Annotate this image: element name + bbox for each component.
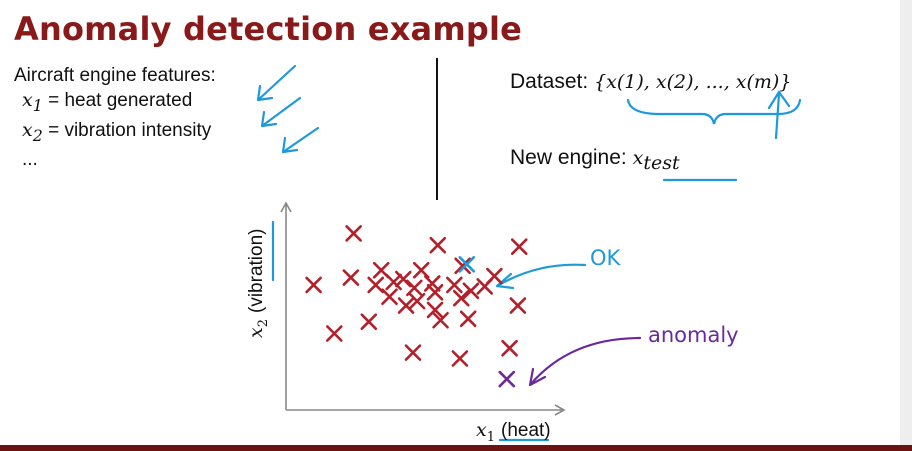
new-engine-sub: test (643, 152, 680, 175)
ylabel-var: x (245, 327, 267, 338)
normal-point (451, 350, 469, 367)
normal-point (381, 288, 398, 305)
normal-point (305, 276, 322, 294)
ok-annotation: OK (590, 246, 622, 270)
slide-title: Anomaly detection example (14, 10, 523, 48)
y-axis (280, 201, 292, 410)
feature-item-heat: x1 = heat generated (14, 88, 216, 118)
normal-point (426, 301, 444, 319)
vertical-divider (436, 58, 438, 200)
feature-heading: Aircraft engine features: (14, 65, 216, 86)
normal-point (454, 257, 471, 275)
ok-arrow (495, 263, 587, 290)
normal-point (426, 283, 444, 301)
window-edge (900, 0, 912, 445)
svg-text:x1(heat): x1 (heat) (476, 419, 551, 445)
normal-point (404, 344, 422, 361)
normal-point (452, 289, 470, 307)
normal-point (385, 273, 402, 291)
feature-sub: 1 (32, 95, 43, 115)
feature-desc: = heat generated (48, 90, 193, 111)
normal-point (395, 270, 412, 288)
new-engine-label: New engine: (510, 146, 627, 169)
normal-point (432, 311, 449, 329)
feature-list: Aircraft engine features: x1 = heat gene… (14, 64, 216, 172)
normal-point (429, 236, 447, 254)
bottom-bar (0, 445, 912, 451)
x-axis (286, 404, 566, 416)
anomaly-point (498, 370, 516, 388)
ylabel-text: (vibration) (246, 229, 267, 313)
data-points (305, 225, 528, 388)
feature-desc: = vibration intensity (48, 119, 212, 141)
dataset-formula: x(1), x(2), ..., x(m) (606, 71, 780, 93)
anomaly-annotation: anomaly (648, 323, 739, 347)
xlabel-var: x (476, 419, 487, 441)
normal-point (367, 276, 384, 294)
dataset-open-brace: { (594, 71, 607, 93)
feature-more: ... (22, 148, 38, 170)
xlabel-text: (heat) (501, 420, 551, 441)
dataset-close-brace: } (779, 71, 792, 93)
new-engine-var: x (632, 147, 644, 169)
normal-point (326, 325, 343, 342)
dataset-label: Dataset: (510, 70, 589, 93)
normal-point (342, 269, 360, 286)
anomaly-arrow (528, 336, 642, 387)
feature-item-vibration: x2 = vibration intensity (14, 118, 216, 148)
ylabel-sub: 2 (256, 319, 271, 327)
normal-point (459, 310, 477, 328)
svg-text:x2(vibration): x2 (vibration) (245, 229, 271, 338)
ok-point (458, 256, 476, 273)
normal-point (510, 238, 528, 255)
feature-var: x (22, 89, 33, 111)
handwritten-arrow-2 (260, 96, 302, 128)
normal-point (412, 261, 430, 279)
dataset-definition: Dataset: {x(1), x(2), ..., x(m)} (510, 70, 791, 94)
xlabel-sub: 1 (487, 430, 495, 445)
handwritten-up-arrow (767, 90, 791, 140)
normal-point (345, 225, 362, 242)
feature-var: x (22, 118, 33, 141)
feature-sub: 2 (32, 125, 43, 145)
normal-point (423, 275, 441, 292)
normal-point (462, 282, 480, 300)
normal-point (360, 313, 378, 331)
normal-point (446, 276, 463, 294)
handwritten-arrow-1 (256, 64, 297, 102)
normal-point (406, 279, 423, 297)
normal-point (397, 297, 415, 314)
handwritten-arrow-3 (281, 126, 320, 154)
normal-point (408, 292, 426, 310)
normal-point (476, 278, 494, 295)
handwritten-brace (626, 98, 802, 125)
new-engine-definition: New engine: xtest (510, 146, 680, 174)
normal-point (509, 297, 527, 314)
normal-point (501, 339, 518, 357)
